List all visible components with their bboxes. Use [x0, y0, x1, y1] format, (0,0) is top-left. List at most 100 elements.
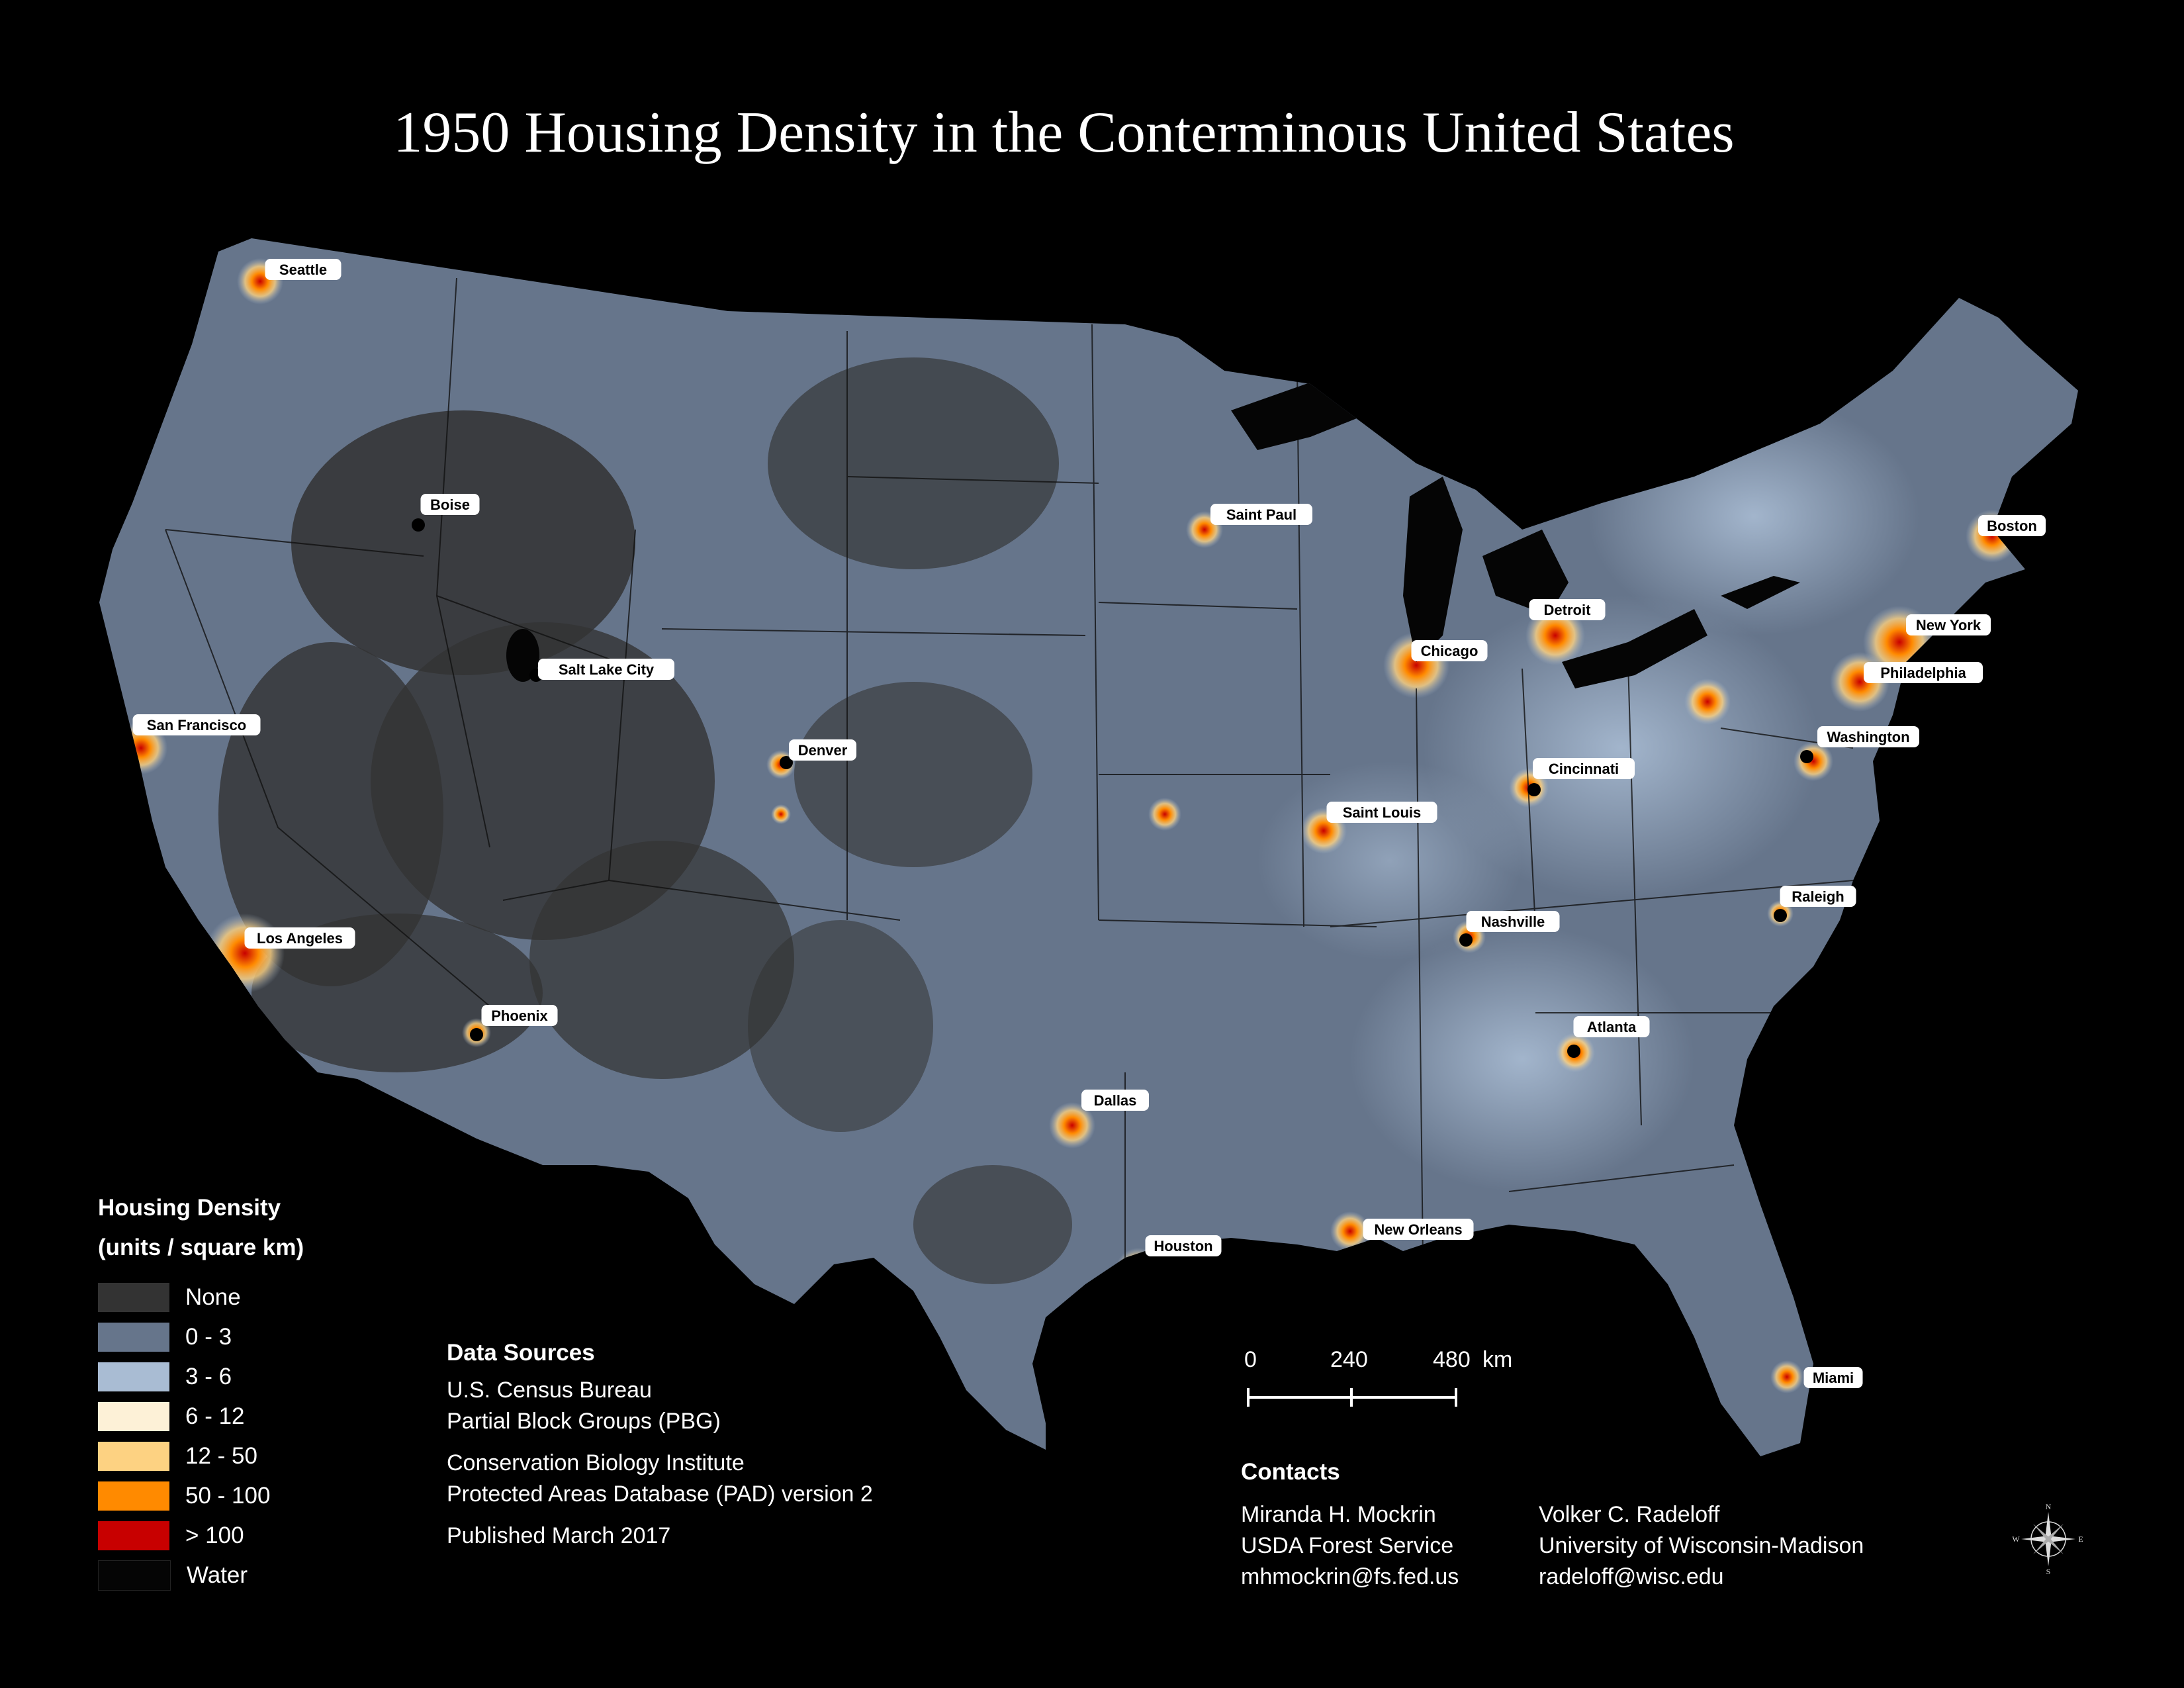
legend-item: 0 - 3: [98, 1322, 232, 1352]
scale-unit: km: [1482, 1347, 1513, 1372]
city-label-bg: [1803, 1367, 1863, 1388]
city-label-boise: Boise: [430, 496, 470, 513]
city-label-bg: [1145, 1235, 1222, 1256]
data-source-line: Protected Areas Database (PAD) version 2: [447, 1481, 873, 1507]
legend-item: 3 - 6: [98, 1362, 232, 1392]
legend-label: 6 - 12: [185, 1403, 245, 1429]
city-label-dallas: Dallas: [1094, 1092, 1137, 1109]
city-label-saint-louis: Saint Louis: [1343, 804, 1422, 821]
city-label-saint-paul: Saint Paul: [1226, 506, 1297, 523]
city-label-cincinnati: Cincinnati: [1549, 761, 1619, 777]
city-label-los-angeles: Los Angeles: [257, 930, 343, 947]
legend-label: 0 - 3: [185, 1324, 232, 1350]
data-source-line: Partial Block Groups (PBG): [447, 1409, 721, 1434]
contact-email[interactable]: radeloff@wisc.edu: [1539, 1564, 1724, 1589]
city-label-bg: [1529, 599, 1606, 620]
legend-swatch: [98, 1323, 169, 1352]
contact-email[interactable]: mhmockrin@fs.fed.us: [1241, 1564, 1459, 1589]
scale-bar: 0 240 480 km: [1244, 1347, 1512, 1413]
scale-tick-label: 480: [1433, 1347, 1471, 1372]
compass-s: S: [2046, 1567, 2051, 1575]
city-label-bg: [1326, 802, 1437, 823]
city-label-bg: [1411, 640, 1488, 661]
contact-person-1: Miranda H. Mockrin USDA Forest Service m…: [1241, 1499, 1459, 1593]
city-label-philadelphia: Philadelphia: [1880, 665, 1966, 681]
city-label-raleigh: Raleigh: [1792, 888, 1844, 905]
city-label-bg: [1978, 515, 2046, 536]
spacer: [447, 1510, 873, 1521]
city-marker: [1567, 1045, 1580, 1058]
data-source-line: U.S. Census Bureau: [447, 1378, 652, 1403]
scale-tick-label: 240: [1330, 1347, 1368, 1372]
city-label-san-francisco: San Francisco: [147, 717, 246, 733]
legend-item: 6 - 12: [98, 1401, 245, 1432]
city-label-phoenix: Phoenix: [491, 1008, 548, 1024]
legend-swatch: [98, 1362, 169, 1391]
city-label-atlanta: Atlanta: [1587, 1019, 1637, 1035]
city-label-bg: [1363, 1219, 1474, 1240]
published-date: Published March 2017: [447, 1523, 671, 1548]
compass-w: W: [2012, 1534, 2020, 1544]
city-label-denver: Denver: [798, 742, 848, 759]
city-label-bg: [1780, 886, 1856, 907]
legend-swatch: [98, 1521, 169, 1550]
data-sources: Data Sources U.S. Census Bureau Partial …: [447, 1337, 873, 1552]
legend-swatch: [98, 1442, 169, 1471]
scale-tick: [1455, 1388, 1457, 1407]
contact-name: Miranda H. Mockrin: [1241, 1502, 1436, 1527]
city-marker: [780, 756, 793, 769]
legend-subtitle: (units / square km): [98, 1235, 304, 1260]
data-source-line: Conservation Biology Institute: [447, 1450, 745, 1476]
legend-label: 3 - 6: [185, 1364, 232, 1389]
legend-item: 50 - 100: [98, 1481, 270, 1511]
legend-item: 12 - 50: [98, 1441, 257, 1472]
contact-org: University of Wisconsin-Madison: [1539, 1533, 1864, 1558]
legend-swatch: [98, 1283, 169, 1312]
city-label-miami: Miami: [1813, 1370, 1854, 1386]
city-label-bg: [789, 739, 856, 761]
contacts: Contacts: [1241, 1456, 1340, 1494]
city-label-bg: [244, 927, 355, 949]
city-marker: [412, 518, 425, 532]
legend-label: 50 - 100: [185, 1483, 271, 1509]
city-label-washington: Washington: [1827, 729, 1909, 745]
legend-swatch: [98, 1560, 171, 1591]
legend-label: Water: [187, 1562, 248, 1588]
city-label-bg: [1081, 1090, 1149, 1111]
city-label-bg: [1533, 758, 1635, 779]
legend-label: 12 - 50: [185, 1443, 257, 1469]
city-label-bg: [1466, 911, 1560, 932]
contact-person-2: Volker C. Radeloff University of Wiscons…: [1539, 1499, 1864, 1593]
city-label-boston: Boston: [1987, 518, 2037, 534]
city-label-bg: [1906, 614, 1991, 635]
city-label-bg: [1573, 1016, 1650, 1037]
city-marker: [470, 1028, 483, 1041]
city-label-nashville: Nashville: [1481, 914, 1545, 930]
legend-item: > 100: [98, 1521, 244, 1551]
city-label-bg: [1864, 662, 1983, 683]
compass-rose-icon: N S E W: [2012, 1503, 2083, 1575]
contacts-heading: Contacts: [1241, 1459, 1340, 1485]
map-title: 1950 Housing Density in the Conterminous…: [393, 101, 1735, 165]
legend-item: Water: [98, 1560, 248, 1591]
city-label-houston: Houston: [1154, 1238, 1212, 1254]
legend-swatch: [98, 1481, 169, 1511]
city-marker: [1459, 933, 1473, 947]
compass-n: N: [2046, 1503, 2052, 1511]
scale-tick: [1247, 1388, 1250, 1407]
contact-org: USDA Forest Service: [1241, 1533, 1454, 1558]
legend-item: None: [98, 1282, 241, 1313]
legend-swatch: [98, 1402, 169, 1431]
legend-label: None: [185, 1284, 241, 1310]
data-sources-heading: Data Sources: [447, 1340, 595, 1366]
compass-e: E: [2078, 1534, 2083, 1544]
legend-title: Housing Density: [98, 1195, 281, 1221]
legend-label: > 100: [185, 1523, 244, 1548]
scale-tick-label: 0: [1244, 1347, 1257, 1372]
city-label-bg: [420, 494, 480, 515]
city-label-salt-lake-city: Salt Lake City: [559, 661, 655, 678]
city-label-bg: [538, 659, 674, 680]
city-label-bg: [1210, 504, 1312, 525]
city-label-bg: [265, 259, 341, 280]
